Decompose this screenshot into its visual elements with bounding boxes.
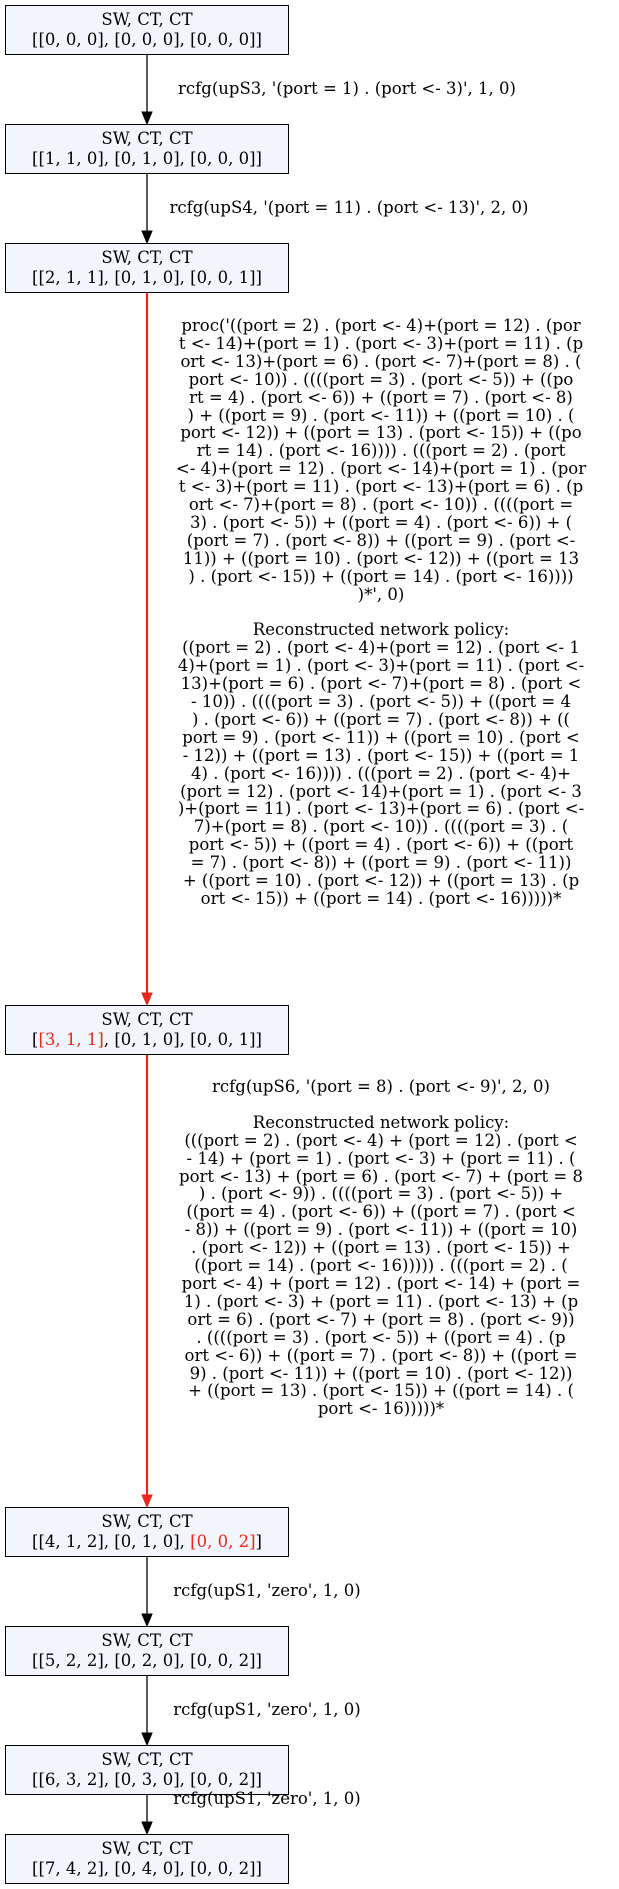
state-node-5: SW, CT, CT [[5, 2, 2], [0, 2, 0], [0, 0,… <box>5 1626 289 1676</box>
edge-arrowhead-1 <box>141 230 153 245</box>
counter-text: [[1, 1, 0], [0, 1, 0], [0, 0, 0]] <box>32 149 262 168</box>
state-node-2: SW, CT, CT [[2, 1, 1], [0, 1, 0], [0, 0,… <box>5 243 289 293</box>
edge-arrowhead-3 <box>141 1494 153 1509</box>
edge-label-4: rcfg(upS1, 'zero', 1, 0) <box>173 1581 361 1600</box>
edge-arrowhead-0 <box>141 111 153 126</box>
state-node-7: SW, CT, CT [[7, 4, 2], [0, 4, 0], [0, 0,… <box>5 1834 289 1884</box>
state-node-title: SW, CT, CT <box>101 1631 193 1650</box>
edge-label-5: rcfg(upS1, 'zero', 1, 0) <box>173 1700 361 1719</box>
counter-text: [[5, 2, 2], [0, 2, 0], [0, 0, 2]] <box>32 1651 262 1670</box>
counter-text: , [0, 1, 0], [0, 0, 1]] <box>103 1030 262 1049</box>
edge-label-1: rcfg(upS4, '(port = 11) . (port <- 13)',… <box>169 198 529 217</box>
edge-label-0: rcfg(upS3, '(port = 1) . (port <- 3)', 1… <box>178 79 516 98</box>
edge-label-6: rcfg(upS1, 'zero', 1, 0) <box>173 1789 361 1808</box>
state-node-title: SW, CT, CT <box>101 129 193 148</box>
state-node-title: SW, CT, CT <box>101 10 193 29</box>
state-node-counters: [[6, 3, 2], [0, 3, 0], [0, 0, 2]] <box>6 1770 288 1790</box>
state-node-6: SW, CT, CT [[6, 3, 2], [0, 3, 0], [0, 0,… <box>5 1745 289 1795</box>
edge-arrowhead-2 <box>141 992 153 1007</box>
counter-text: [[4, 1, 2], [0, 1, 0], <box>32 1532 191 1551</box>
state-node-counters: [[1, 1, 0], [0, 1, 0], [0, 0, 0]] <box>6 149 288 169</box>
state-node-title: SW, CT, CT <box>101 1750 193 1769</box>
counter-text: [ <box>32 1030 39 1049</box>
edge-label-3: rcfg(upS6, '(port = 8) . (port <- 9)', 2… <box>179 1077 583 1419</box>
counter-text: [[7, 4, 2], [0, 4, 0], [0, 0, 2]] <box>32 1859 262 1878</box>
edge-arrowhead-4 <box>141 1613 153 1628</box>
state-node-title: SW, CT, CT <box>101 1010 193 1029</box>
counter-text: [[0, 0, 0], [0, 0, 0], [0, 0, 0]] <box>32 30 262 49</box>
edge-arrowhead-5 <box>141 1732 153 1747</box>
edge-arrowhead-6 <box>141 1821 153 1836</box>
state-node-counters: [[5, 2, 2], [0, 2, 0], [0, 0, 2]] <box>6 1651 288 1671</box>
state-node-counters: [[3, 1, 1], [0, 1, 0], [0, 0, 1]] <box>6 1030 288 1050</box>
state-node-1: SW, CT, CT [[1, 1, 0], [0, 1, 0], [0, 0,… <box>5 124 289 174</box>
state-node-counters: [[2, 1, 1], [0, 1, 0], [0, 0, 1]] <box>6 268 288 288</box>
counter-text: ] <box>255 1532 262 1551</box>
counter-text-highlighted: [0, 0, 2] <box>190 1532 256 1551</box>
state-node-counters: [[4, 1, 2], [0, 1, 0], [0, 0, 2]] <box>6 1532 288 1552</box>
edge-label-2: proc('((port = 2) . (port <- 4)+(port = … <box>175 316 587 908</box>
counter-text-highlighted: [3, 1, 1] <box>38 1030 104 1049</box>
state-node-counters: [[0, 0, 0], [0, 0, 0], [0, 0, 0]] <box>6 30 288 50</box>
state-node-title: SW, CT, CT <box>101 1512 193 1531</box>
state-node-counters: [[7, 4, 2], [0, 4, 0], [0, 0, 2]] <box>6 1859 288 1879</box>
state-node-4: SW, CT, CT [[4, 1, 2], [0, 1, 0], [0, 0,… <box>5 1507 289 1557</box>
state-node-title: SW, CT, CT <box>101 248 193 267</box>
state-node-0: SW, CT, CT [[0, 0, 0], [0, 0, 0], [0, 0,… <box>5 5 289 55</box>
state-node-title: SW, CT, CT <box>101 1839 193 1858</box>
counter-text: [[6, 3, 2], [0, 3, 0], [0, 0, 2]] <box>32 1770 262 1789</box>
state-node-3: SW, CT, CT [[3, 1, 1], [0, 1, 0], [0, 0,… <box>5 1005 289 1055</box>
counter-text: [[2, 1, 1], [0, 1, 0], [0, 0, 1]] <box>32 268 262 287</box>
